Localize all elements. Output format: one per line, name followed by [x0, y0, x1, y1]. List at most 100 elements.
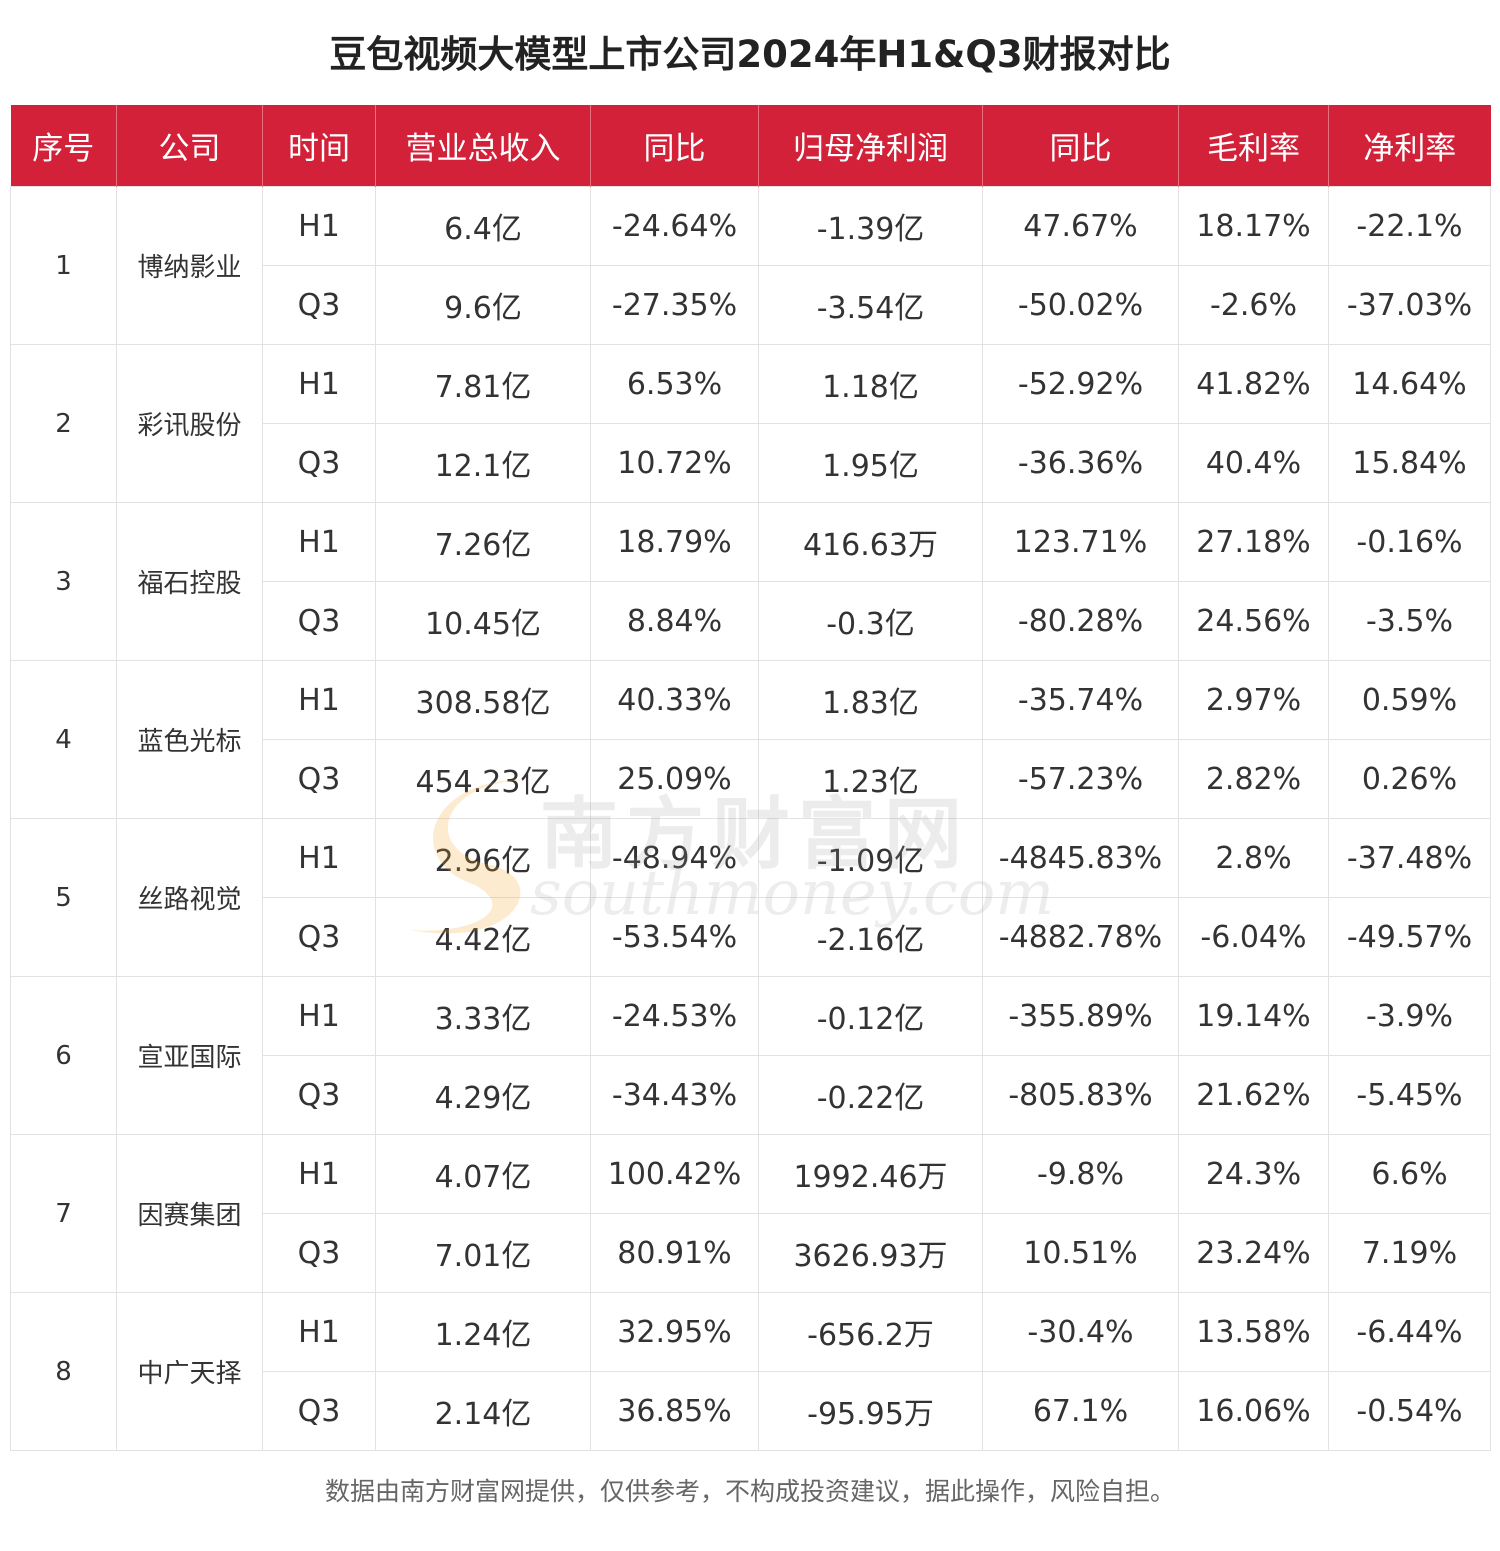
revenue-cell: 6.4亿: [375, 186, 591, 266]
period-cell: H1: [262, 502, 376, 582]
profit-yoy-cell: -4882.78%: [982, 897, 1179, 977]
company-cell: 福石控股: [116, 502, 263, 661]
index-cell: 8: [10, 1292, 117, 1451]
period-cell: Q3: [262, 1055, 376, 1135]
table-row: 4 蓝色光标 H1 308.58亿 40.33% 1.83亿 -35.74% 2.97% 0.5…: [10, 660, 1491, 819]
profit-yoy-cell: -36.36%: [982, 423, 1179, 503]
gross-margin-cell: -6.04%: [1178, 897, 1329, 977]
revenue-yoy-cell: -48.94%: [590, 818, 759, 898]
index-cell: 5: [10, 818, 117, 977]
net-margin-cell: -3.9%: [1328, 976, 1491, 1056]
profit-yoy-cell: 67.1%: [982, 1371, 1179, 1451]
gross-margin-cell: 19.14%: [1178, 976, 1329, 1056]
table-row: Q3 4.42亿 -53.54% -2.16亿 -4882.78% -6.04% -49.5…: [11, 897, 1491, 977]
net-margin-cell: 0.59%: [1328, 660, 1491, 740]
index-cell: 2: [10, 344, 117, 503]
table-row: Q3 12.1亿 10.72% 1.95亿 -36.36% 40.4% 15.84%: [11, 423, 1491, 503]
profit-yoy-cell: -805.83%: [982, 1055, 1179, 1135]
gross-margin-cell: 24.3%: [1178, 1134, 1329, 1214]
table-header-row: 序号 公司 时间 营业总收入 同比 归母净利润 同比 毛利率 净利率: [10, 105, 1491, 187]
revenue-yoy-cell: 32.95%: [590, 1292, 759, 1372]
period-cell: Q3: [262, 265, 376, 345]
gross-margin-cell: 2.82%: [1178, 739, 1329, 819]
period-cell: H1: [262, 660, 376, 740]
profit-yoy-cell: -50.02%: [982, 265, 1179, 345]
net-profit-cell: 1.83亿: [758, 660, 983, 740]
table-row: 6 宣亚国际 H1 3.33亿 -24.53% -0.12亿 -355.89% 19.14% -…: [10, 976, 1491, 1135]
net-profit-cell: -1.39亿: [758, 186, 983, 266]
net-profit-cell: -0.22亿: [758, 1055, 983, 1135]
index-cell: 4: [10, 660, 117, 819]
table-row: 1 博纳影业 H1 6.4亿 -24.64% -1.39亿 47.67% 18.17% -22.…: [10, 186, 1491, 345]
revenue-cell: 10.45亿: [375, 581, 591, 661]
financial-comparison-table: 序号 公司 时间 营业总收入 同比 归母净利润 同比 毛利率 净利率 1 博纳影业…: [10, 105, 1491, 1451]
table-row: 3 福石控股 H1 7.26亿 18.79% 416.63万 123.71% 27.18% -0…: [10, 502, 1491, 661]
revenue-cell: 4.07亿: [375, 1134, 591, 1214]
period-cell: H1: [262, 344, 376, 424]
revenue-cell: 9.6亿: [375, 265, 591, 345]
header-net-margin: 净利率: [1328, 105, 1491, 187]
revenue-cell: 7.01亿: [375, 1213, 591, 1293]
revenue-yoy-cell: -24.64%: [590, 186, 759, 266]
period-cell: H1: [262, 818, 376, 898]
revenue-yoy-cell: -34.43%: [590, 1055, 759, 1135]
header-company: 公司: [116, 105, 263, 187]
company-cell: 彩讯股份: [116, 344, 263, 503]
revenue-cell: 2.14亿: [375, 1371, 591, 1451]
header-profit-yoy: 同比: [982, 105, 1179, 187]
profit-yoy-cell: -57.23%: [982, 739, 1179, 819]
revenue-cell: 12.1亿: [375, 423, 591, 503]
profit-yoy-cell: 47.67%: [982, 186, 1179, 266]
net-profit-cell: -95.95万: [758, 1371, 983, 1451]
revenue-yoy-cell: 100.42%: [590, 1134, 759, 1214]
revenue-yoy-cell: 80.91%: [590, 1213, 759, 1293]
net-profit-cell: 416.63万: [758, 502, 983, 582]
net-profit-cell: -3.54亿: [758, 265, 983, 345]
revenue-yoy-cell: 8.84%: [590, 581, 759, 661]
table-row: Q3 454.23亿 25.09% 1.23亿 -57.23% 2.82% 0.26%: [11, 739, 1491, 819]
net-margin-cell: -3.5%: [1328, 581, 1491, 661]
profit-yoy-cell: 10.51%: [982, 1213, 1179, 1293]
net-margin-cell: -0.16%: [1328, 502, 1491, 582]
gross-margin-cell: 2.8%: [1178, 818, 1329, 898]
gross-margin-cell: 27.18%: [1178, 502, 1329, 582]
net-profit-cell: 1.95亿: [758, 423, 983, 503]
net-margin-cell: 15.84%: [1328, 423, 1491, 503]
company-cell: 因赛集团: [116, 1134, 263, 1293]
gross-margin-cell: 23.24%: [1178, 1213, 1329, 1293]
revenue-cell: 1.24亿: [375, 1292, 591, 1372]
net-profit-cell: -0.12亿: [758, 976, 983, 1056]
period-cell: H1: [262, 1134, 376, 1214]
net-margin-cell: -0.54%: [1328, 1371, 1491, 1451]
profit-yoy-cell: -80.28%: [982, 581, 1179, 661]
header-index: 序号: [10, 105, 117, 187]
revenue-cell: 2.96亿: [375, 818, 591, 898]
period-cell: Q3: [262, 1371, 376, 1451]
revenue-cell: 4.29亿: [375, 1055, 591, 1135]
profit-yoy-cell: -9.8%: [982, 1134, 1179, 1214]
net-margin-cell: -6.44%: [1328, 1292, 1491, 1372]
revenue-cell: 454.23亿: [375, 739, 591, 819]
index-cell: 6: [10, 976, 117, 1135]
company-cell: 博纳影业: [116, 186, 263, 345]
revenue-yoy-cell: 36.85%: [590, 1371, 759, 1451]
net-margin-cell: -22.1%: [1328, 186, 1491, 266]
period-cell: Q3: [262, 1213, 376, 1293]
period-cell: Q3: [262, 581, 376, 661]
net-margin-cell: -49.57%: [1328, 897, 1491, 977]
revenue-yoy-cell: 25.09%: [590, 739, 759, 819]
net-profit-cell: -1.09亿: [758, 818, 983, 898]
revenue-yoy-cell: -53.54%: [590, 897, 759, 977]
profit-yoy-cell: -35.74%: [982, 660, 1179, 740]
net-profit-cell: -0.3亿: [758, 581, 983, 661]
index-cell: 7: [10, 1134, 117, 1293]
revenue-cell: 308.58亿: [375, 660, 591, 740]
footer-disclaimer: 数据由南方财富网提供，仅供参考，不构成投资建议，据此操作，风险自担。: [324, 1477, 1175, 1506]
net-margin-cell: 0.26%: [1328, 739, 1491, 819]
revenue-cell: 7.81亿: [375, 344, 591, 424]
table-row: Q3 2.14亿 36.85% -95.95万 67.1% 16.06% -0.54%: [11, 1371, 1491, 1451]
gross-margin-cell: 21.62%: [1178, 1055, 1329, 1135]
table-row: Q3 4.29亿 -34.43% -0.22亿 -805.83% 21.62% -5.45%: [11, 1055, 1491, 1135]
period-cell: H1: [262, 976, 376, 1056]
page-title: 豆包视频大模型上市公司2024年H1&Q3财报对比: [329, 33, 1171, 76]
